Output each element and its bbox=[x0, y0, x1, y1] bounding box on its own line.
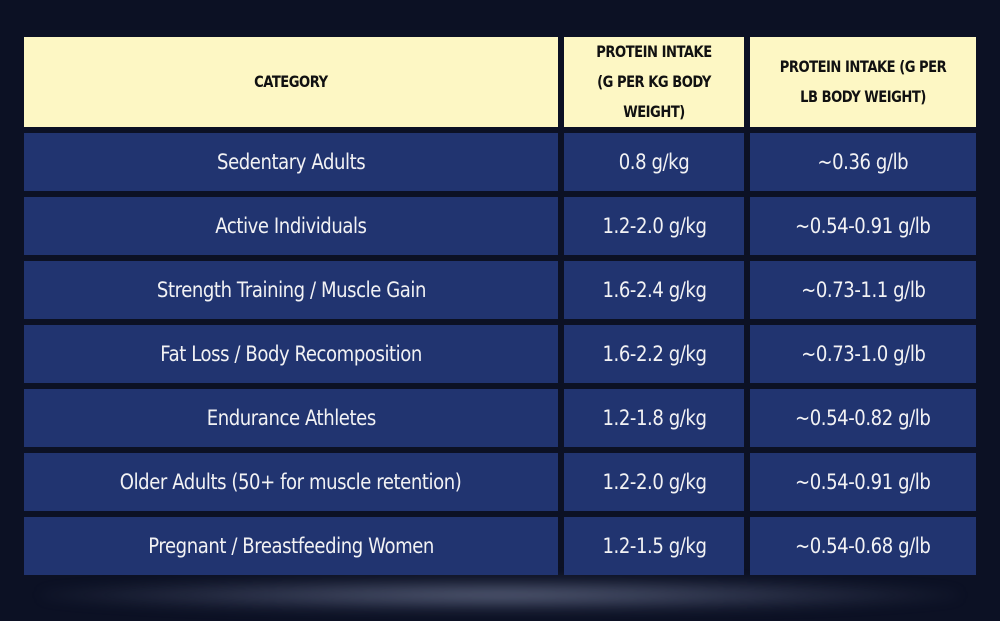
cell-per-kg: 1.2-1.8 g/kg bbox=[564, 389, 744, 447]
header-protein-per-lb: PROTEIN INTAKE (G PER LB BODY WEIGHT) bbox=[750, 37, 976, 127]
table-row: Sedentary Adults 0.8 g/kg ~0.36 g/lb bbox=[24, 133, 976, 191]
cell-category: Sedentary Adults bbox=[24, 133, 558, 191]
cell-category: Fat Loss / Body Recomposition bbox=[24, 325, 558, 383]
cell-per-kg: 0.8 g/kg bbox=[564, 133, 744, 191]
cell-category: Pregnant / Breastfeeding Women bbox=[24, 517, 558, 575]
protein-intake-table-container: CATEGORY PROTEIN INTAKE (G PER KG BODY W… bbox=[24, 37, 976, 575]
table-header-row: CATEGORY PROTEIN INTAKE (G PER KG BODY W… bbox=[24, 37, 976, 127]
cell-category: Endurance Athletes bbox=[24, 389, 558, 447]
cell-per-lb: ~0.73-1.0 g/lb bbox=[750, 325, 976, 383]
cell-per-kg: 1.6-2.4 g/kg bbox=[564, 261, 744, 319]
table-row: Older Adults (50+ for muscle retention) … bbox=[24, 453, 976, 511]
header-protein-per-kg: PROTEIN INTAKE (G PER KG BODY WEIGHT) bbox=[564, 37, 744, 127]
table-row: Endurance Athletes 1.2-1.8 g/kg ~0.54-0.… bbox=[24, 389, 976, 447]
table-row: Pregnant / Breastfeeding Women 1.2-1.5 g… bbox=[24, 517, 976, 575]
cell-category: Active Individuals bbox=[24, 197, 558, 255]
cell-category: Older Adults (50+ for muscle retention) bbox=[24, 453, 558, 511]
cell-per-kg: 1.6-2.2 g/kg bbox=[564, 325, 744, 383]
table-shadow-glow bbox=[40, 578, 960, 612]
cell-per-lb: ~0.54-0.91 g/lb bbox=[750, 197, 976, 255]
cell-category: Strength Training / Muscle Gain bbox=[24, 261, 558, 319]
table-row: Strength Training / Muscle Gain 1.6-2.4 … bbox=[24, 261, 976, 319]
table-row: Active Individuals 1.2-2.0 g/kg ~0.54-0.… bbox=[24, 197, 976, 255]
table-row: Fat Loss / Body Recomposition 1.6-2.2 g/… bbox=[24, 325, 976, 383]
cell-per-lb: ~0.54-0.68 g/lb bbox=[750, 517, 976, 575]
cell-per-kg: 1.2-2.0 g/kg bbox=[564, 453, 744, 511]
cell-per-lb: ~0.73-1.1 g/lb bbox=[750, 261, 976, 319]
cell-per-kg: 1.2-2.0 g/kg bbox=[564, 197, 744, 255]
cell-per-lb: ~0.36 g/lb bbox=[750, 133, 976, 191]
cell-per-lb: ~0.54-0.91 g/lb bbox=[750, 453, 976, 511]
header-category: CATEGORY bbox=[24, 37, 558, 127]
cell-per-lb: ~0.54-0.82 g/lb bbox=[750, 389, 976, 447]
protein-intake-table: CATEGORY PROTEIN INTAKE (G PER KG BODY W… bbox=[18, 31, 982, 581]
cell-per-kg: 1.2-1.5 g/kg bbox=[564, 517, 744, 575]
